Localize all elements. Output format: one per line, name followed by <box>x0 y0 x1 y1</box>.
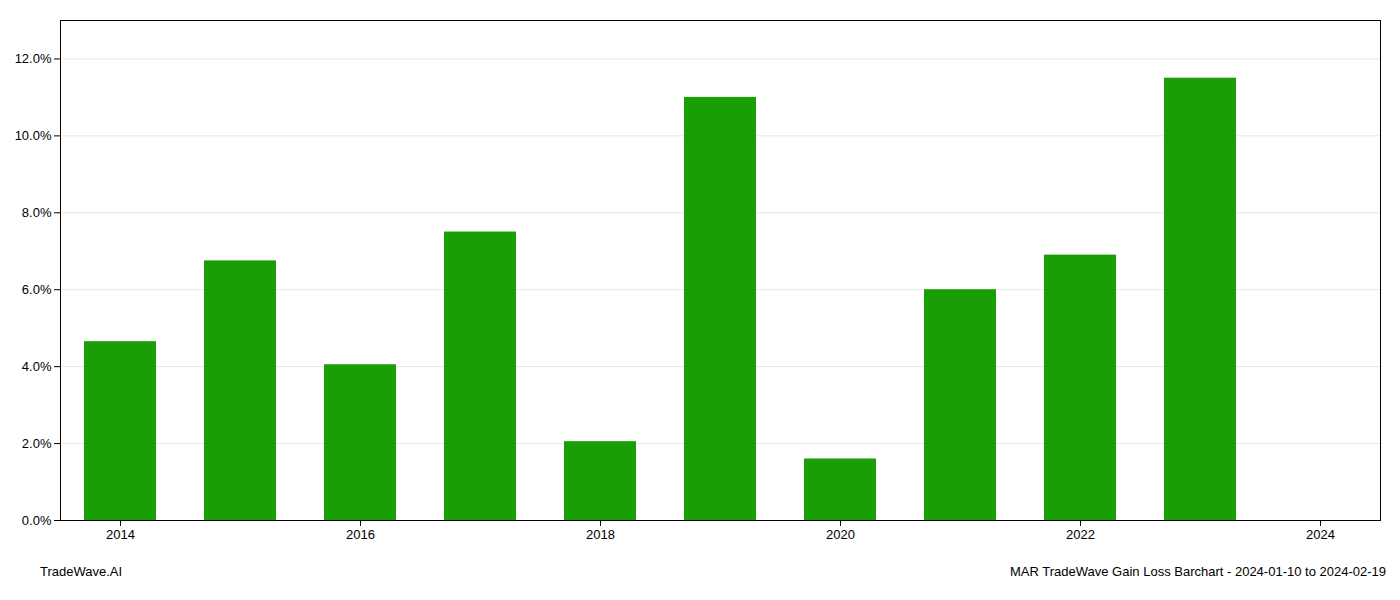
svg-text:2020: 2020 <box>826 527 855 542</box>
svg-text:12.0%: 12.0% <box>15 51 52 66</box>
svg-text:2018: 2018 <box>586 527 615 542</box>
svg-text:6.0%: 6.0% <box>22 282 52 297</box>
svg-text:0.0%: 0.0% <box>22 513 52 528</box>
svg-text:4.0%: 4.0% <box>22 359 52 374</box>
svg-text:2016: 2016 <box>346 527 375 542</box>
svg-text:2024: 2024 <box>1306 527 1335 542</box>
svg-text:2014: 2014 <box>106 527 135 542</box>
html-text:MAR TradeWave Gain Loss Barcha: MAR TradeWave Gain Loss Barchart - 2024-… <box>1010 564 1386 579</box>
svg-text:2022: 2022 <box>1066 527 1095 542</box>
svg-text:10.0%: 10.0% <box>15 128 52 143</box>
svg-text:8.0%: 8.0% <box>22 205 52 220</box>
html-text:TradeWave.AI: TradeWave.AI <box>40 564 123 579</box>
svg-text:2.0%: 2.0% <box>22 436 52 451</box>
